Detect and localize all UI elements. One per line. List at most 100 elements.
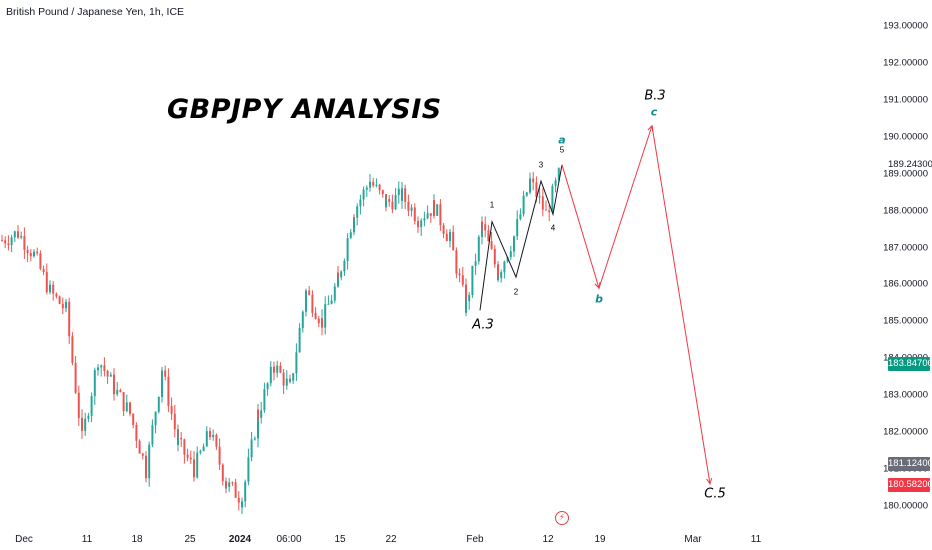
flash-event-icon[interactable]: ⚡ (555, 511, 569, 525)
candle-body (61, 303, 64, 309)
candle-body (413, 207, 416, 222)
candle-body (292, 373, 295, 381)
time-tick-label: 19 (594, 534, 606, 545)
time-tick-label: 15 (334, 534, 346, 545)
time-tick-label: 11 (81, 534, 93, 545)
candle-body (308, 290, 311, 295)
candle-body (125, 402, 128, 412)
candle-body (541, 196, 544, 210)
candle-body (493, 248, 496, 265)
candle-body (321, 318, 323, 328)
price-tick-label: 192.00000 (883, 57, 928, 69)
candle-body (317, 318, 320, 324)
candle-body (250, 439, 253, 458)
candle-body (311, 294, 314, 313)
candle-body (356, 206, 359, 218)
candle-body (154, 411, 157, 426)
candle-body (253, 438, 256, 440)
candle-body (529, 178, 531, 193)
candle-body (36, 251, 39, 254)
candle-body (100, 365, 103, 368)
candle-body (468, 294, 471, 302)
candle-body (513, 236, 515, 252)
candle-body (161, 370, 163, 374)
candle-body (516, 219, 519, 237)
candle-body (212, 434, 215, 438)
candle-body (401, 188, 403, 201)
candle-body (97, 367, 99, 371)
candle-body (52, 284, 55, 294)
candle-body (10, 237, 13, 245)
candle-body (452, 231, 455, 251)
candle-body (164, 370, 167, 377)
candle-body (260, 410, 263, 418)
candle-body (477, 236, 480, 262)
candle-body (497, 278, 499, 280)
candle-body (109, 374, 112, 377)
candle-body (449, 231, 451, 239)
candle-body (333, 286, 336, 301)
candle-body (337, 272, 339, 287)
price-tick-label: 180.00000 (883, 500, 928, 512)
price-tick-label: 182.00000 (883, 426, 928, 438)
candle-body (324, 304, 327, 328)
candle-body (554, 180, 557, 187)
candle-body (81, 417, 83, 431)
price-tick-label: 185.00000 (883, 315, 928, 327)
candle-body (458, 273, 461, 276)
time-tick-label: Dec (15, 534, 33, 545)
candle-body (545, 209, 547, 211)
candle-body (257, 409, 259, 418)
candle-body (465, 301, 467, 313)
candle-body (429, 213, 432, 216)
projection-arrowhead (706, 477, 713, 485)
candle-body (199, 451, 202, 453)
candle-body (330, 300, 333, 304)
candle-body (423, 218, 426, 221)
candle-body (225, 486, 227, 489)
time-tick-label: 22 (385, 534, 397, 545)
candle-body (7, 243, 10, 245)
candle-body (106, 370, 109, 377)
candle-body (404, 188, 407, 202)
wave-lines-group (479, 164, 563, 311)
candle-body (289, 380, 291, 382)
projection-arrowhead (647, 124, 654, 132)
candle-body (298, 328, 301, 353)
wave-label-C5: C.5 (704, 486, 726, 502)
candle-body (445, 233, 448, 242)
candle-body (58, 296, 61, 304)
candle-body (119, 390, 122, 393)
candle-body (497, 264, 499, 280)
candle-body (269, 366, 272, 384)
candle-body (161, 373, 163, 398)
candle-body (39, 253, 42, 269)
candle-body (173, 413, 176, 430)
candle-body (375, 184, 378, 186)
candle-body (327, 303, 330, 305)
candle-body (221, 464, 224, 482)
candle-body (410, 207, 413, 211)
candle-body (532, 178, 535, 183)
candle-body (340, 271, 343, 278)
candle-body (362, 189, 365, 200)
candle-body (471, 265, 474, 295)
candle-body (218, 446, 221, 465)
time-tick-label: 25 (184, 534, 196, 545)
candle-body (442, 225, 445, 234)
candle-body (369, 181, 371, 186)
candle-body (148, 444, 151, 479)
candle-body (487, 230, 490, 242)
candle-body (394, 195, 397, 210)
candle-body (77, 392, 80, 418)
price-tick-label: 188.00000 (883, 205, 928, 217)
candle-body (93, 370, 96, 397)
candle-body (13, 231, 16, 238)
candle-body (397, 188, 400, 196)
candle-body (215, 434, 218, 447)
candle-body (481, 221, 483, 225)
candle-body (426, 213, 429, 219)
candle-body (314, 312, 317, 319)
candle-body (4, 240, 7, 244)
